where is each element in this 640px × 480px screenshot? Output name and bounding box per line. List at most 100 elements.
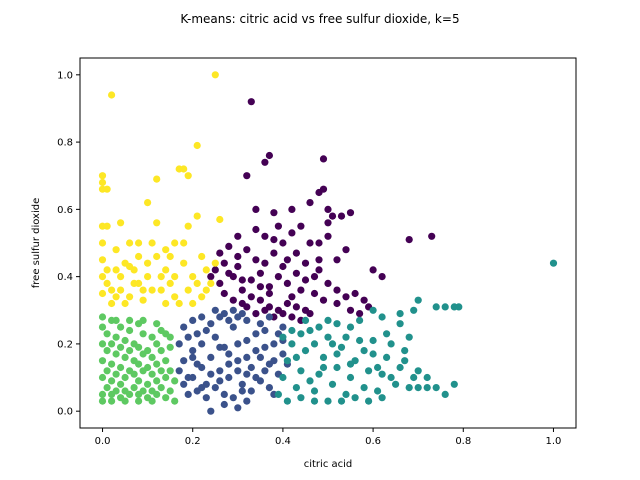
data-point-cluster-0-46: [342, 246, 350, 254]
data-point-cluster-3-63: [166, 367, 174, 375]
data-point-cluster-4-59: [207, 279, 215, 287]
data-point-cluster-3-67: [98, 397, 107, 405]
data-point-cluster-4-25: [135, 252, 143, 261]
data-point-cluster-3-36: [135, 377, 143, 385]
data-point-cluster-0-48: [243, 172, 251, 180]
data-point-cluster-1-64: [180, 380, 188, 388]
y-tick-label: 0.6: [57, 205, 73, 216]
data-point-cluster-4-22: [126, 293, 134, 301]
data-point-cluster-3-62: [166, 387, 174, 395]
data-point-cluster-4-71: [126, 262, 134, 271]
data-point-cluster-3-47: [144, 347, 152, 355]
data-point-cluster-0-63: [324, 219, 332, 227]
data-point-cluster-1-58: [207, 370, 215, 378]
data-point-cluster-4-8: [98, 256, 107, 264]
data-point-cluster-0-65: [324, 279, 332, 287]
data-point-cluster-4-50: [189, 273, 197, 281]
data-point-cluster-0-13: [261, 259, 269, 267]
data-point-cluster-4-14: [108, 299, 116, 308]
data-point-cluster-0-83: [229, 296, 237, 304]
data-point-cluster-3-56: [157, 384, 165, 392]
data-point-cluster-1-35: [211, 384, 219, 392]
data-point-cluster-2-32: [423, 384, 431, 392]
data-point-cluster-2-16: [346, 373, 355, 382]
data-point-cluster-4-10: [98, 289, 107, 298]
data-point-cluster-4-9: [98, 273, 107, 281]
data-point-cluster-3-75: [139, 316, 147, 324]
data-point-cluster-1-59: [216, 343, 224, 351]
data-point-cluster-0-67: [342, 293, 350, 301]
data-point-cluster-1-40: [207, 407, 215, 415]
data-point-cluster-0-2: [216, 279, 224, 287]
data-point-cluster-4-43: [171, 273, 179, 281]
data-point-cluster-3-19: [117, 380, 125, 388]
data-point-cluster-0-0: [207, 273, 215, 281]
data-point-cluster-2-20: [365, 367, 373, 375]
data-point-cluster-4-34: [153, 175, 161, 183]
data-point-cluster-0-64: [315, 266, 323, 274]
data-point-cluster-2-25: [387, 340, 395, 348]
data-point-cluster-3-61: [162, 357, 170, 365]
data-point-cluster-4-63: [153, 219, 161, 227]
data-point-cluster-4-32: [148, 286, 156, 294]
data-point-cluster-0-35: [274, 273, 282, 281]
data-point-cluster-0-6: [234, 262, 242, 271]
data-point-cluster-1-75: [238, 310, 246, 318]
data-point-cluster-0-41: [252, 225, 260, 234]
data-point-cluster-3-40: [139, 387, 147, 395]
data-point-cluster-1-68: [225, 360, 233, 368]
data-point-cluster-0-51: [265, 151, 273, 160]
data-point-cluster-0-80: [405, 236, 413, 244]
data-point-cluster-3-54: [153, 360, 161, 368]
data-point-cluster-4-28: [139, 296, 147, 304]
data-point-cluster-4-48: [180, 259, 188, 267]
data-point-cluster-4-13: [108, 286, 116, 294]
data-point-cluster-0-89: [301, 259, 310, 267]
data-point-cluster-1-48: [256, 353, 264, 361]
data-point-cluster-3-79: [157, 326, 165, 335]
data-point-cluster-1-38: [238, 380, 246, 388]
data-point-cluster-2-65: [346, 360, 355, 368]
data-point-cluster-0-91: [261, 232, 269, 240]
data-point-cluster-0-15: [279, 262, 287, 271]
data-point-cluster-4-47: [180, 239, 188, 247]
data-point-cluster-4-38: [162, 266, 170, 274]
data-point-cluster-0-69: [360, 296, 368, 304]
data-point-cluster-2-11: [324, 333, 332, 341]
data-point-cluster-1-65: [189, 373, 197, 382]
data-point-cluster-2-0: [274, 390, 282, 398]
data-point-cluster-0-84: [238, 299, 246, 308]
data-point-cluster-1-9: [216, 367, 224, 375]
data-point-cluster-2-40: [414, 296, 422, 304]
data-point-cluster-2-28: [401, 347, 409, 355]
data-point-cluster-2-77: [310, 340, 319, 348]
data-point-cluster-2-33: [432, 384, 440, 392]
data-point-cluster-2-22: [374, 387, 382, 395]
data-point-cluster-0-87: [283, 256, 291, 264]
data-point-cluster-2-23: [378, 370, 386, 378]
data-point-cluster-3-49: [148, 370, 156, 378]
data-point-cluster-3-20: [117, 363, 125, 372]
y-tick-label: 1.0: [57, 70, 73, 81]
data-point-cluster-0-47: [315, 256, 323, 264]
data-point-cluster-3-32: [130, 370, 138, 378]
data-point-cluster-4-62: [216, 215, 224, 224]
data-point-cluster-3-55: [153, 340, 161, 348]
data-point-cluster-3-22: [117, 323, 125, 331]
data-point-cluster-2-14: [337, 343, 346, 351]
data-point-cluster-0-95: [333, 256, 341, 264]
data-point-cluster-1-15: [243, 336, 251, 345]
data-point-cluster-0-25: [252, 310, 260, 318]
data-point-cluster-0-33: [256, 269, 264, 277]
data-point-cluster-2-69: [401, 357, 409, 365]
data-point-cluster-0-60: [328, 212, 337, 220]
data-point-cluster-0-57: [319, 155, 328, 163]
data-point-cluster-2-50: [297, 330, 305, 338]
data-point-cluster-2-3: [288, 340, 296, 348]
data-point-cluster-0-34: [265, 283, 273, 291]
data-point-cluster-4-57: [202, 266, 210, 274]
data-point-cluster-3-73: [112, 316, 120, 324]
data-point-cluster-1-77: [270, 357, 278, 365]
data-point-cluster-3-17: [112, 333, 120, 341]
